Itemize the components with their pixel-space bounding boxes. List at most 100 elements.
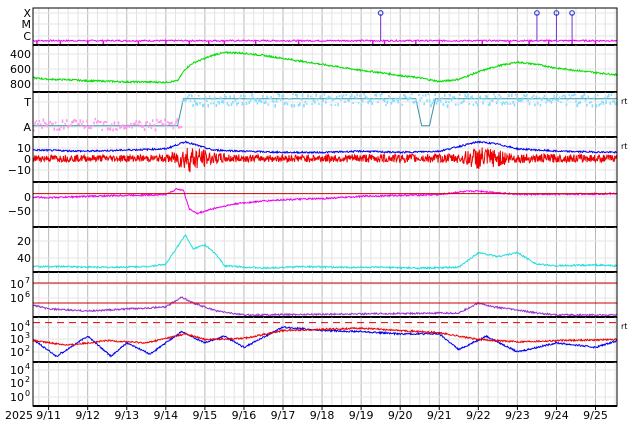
sector-dot bbox=[333, 98, 335, 101]
sector-dot bbox=[484, 94, 487, 98]
sector-dot bbox=[301, 93, 304, 97]
sector-dot bbox=[322, 99, 324, 103]
sector-dot bbox=[309, 95, 312, 98]
sector-dot bbox=[69, 124, 72, 127]
sector-dot bbox=[283, 102, 286, 106]
sector-dot bbox=[603, 97, 606, 99]
sector-dot bbox=[303, 103, 305, 108]
sector-dot bbox=[229, 95, 231, 99]
sector-dot bbox=[225, 96, 227, 99]
y-tick-label: 10 bbox=[10, 364, 24, 377]
sector-dot bbox=[457, 103, 460, 106]
sector-dot bbox=[409, 96, 412, 100]
sector-dot bbox=[135, 119, 138, 123]
y-tick-label: C bbox=[23, 30, 31, 43]
sector-dot bbox=[308, 98, 311, 101]
sector-dot bbox=[277, 93, 279, 95]
sector-dot bbox=[193, 99, 196, 103]
sector-dot bbox=[39, 123, 42, 126]
sector-dot bbox=[258, 98, 260, 102]
sector-dot bbox=[568, 94, 570, 97]
sector-dot bbox=[353, 95, 356, 99]
y-tick-label: 600 bbox=[10, 63, 31, 76]
sector-dot bbox=[58, 127, 61, 131]
sector-dot bbox=[176, 118, 179, 122]
sector-dot bbox=[89, 125, 91, 129]
sector-dot bbox=[575, 100, 577, 103]
sector-dot bbox=[346, 98, 349, 102]
sector-dot bbox=[150, 127, 153, 130]
sector-dot bbox=[311, 103, 313, 106]
sector-dot bbox=[232, 100, 234, 104]
sector-dot bbox=[211, 97, 214, 101]
sector-dot bbox=[592, 97, 595, 100]
sector-dot bbox=[468, 102, 471, 105]
sector-dot bbox=[292, 93, 294, 96]
sector-dot bbox=[404, 94, 406, 99]
sector-dot bbox=[203, 104, 205, 107]
sector-dot bbox=[145, 121, 147, 125]
sector-dot bbox=[419, 99, 421, 102]
sector-dot bbox=[446, 104, 449, 108]
sector-dot bbox=[550, 100, 553, 104]
sector-dot bbox=[255, 98, 257, 103]
sector-dot bbox=[139, 121, 142, 124]
sector-dot bbox=[535, 95, 538, 99]
sector-dot bbox=[91, 125, 94, 127]
sector-dot bbox=[168, 121, 170, 126]
sector-dot bbox=[519, 98, 521, 102]
sector-dot bbox=[124, 125, 127, 130]
sector-dot bbox=[374, 94, 376, 97]
sector-dot bbox=[90, 127, 93, 130]
sector-dot bbox=[319, 95, 322, 98]
sector-dot bbox=[64, 122, 67, 125]
sector-dot bbox=[389, 96, 391, 100]
sector-dot bbox=[437, 99, 439, 102]
sector-dot bbox=[80, 123, 83, 127]
sector-dot bbox=[549, 98, 551, 102]
sector-dot bbox=[400, 97, 402, 100]
sector-dot bbox=[465, 96, 468, 99]
sector-dot bbox=[262, 95, 264, 98]
sector-dot bbox=[270, 95, 272, 99]
sector-dot bbox=[430, 103, 432, 108]
sector-dot bbox=[147, 124, 150, 128]
sector-dot bbox=[475, 101, 477, 104]
y-tick-label: A bbox=[23, 121, 31, 134]
sector-dot bbox=[241, 102, 244, 106]
x-tick-label: 9/11 bbox=[36, 409, 61, 422]
y-tick-label: 800 bbox=[10, 78, 31, 91]
y-tick-label: 400 bbox=[10, 48, 31, 61]
sector-dot bbox=[583, 93, 586, 96]
sector-dot bbox=[554, 97, 557, 101]
panel-imf-bz-bt: 100−10 rt bbox=[8, 136, 627, 183]
sector-dot bbox=[371, 102, 374, 105]
y-tick-exponent: 7 bbox=[25, 276, 30, 285]
sector-dot bbox=[448, 101, 450, 104]
sector-dot bbox=[411, 93, 413, 96]
sector-dot bbox=[381, 93, 383, 96]
sector-dot bbox=[497, 98, 499, 101]
sector-dot bbox=[342, 94, 345, 97]
sector-dot bbox=[453, 96, 456, 99]
sector-dot bbox=[606, 95, 609, 98]
x-tick-label: 9/23 bbox=[505, 409, 530, 422]
x-tick-label: 9/12 bbox=[75, 409, 100, 422]
sector-dot bbox=[82, 120, 84, 123]
sector-dot bbox=[127, 124, 129, 128]
y-tick-label: 0 bbox=[24, 191, 31, 204]
flare-series-line bbox=[33, 38, 617, 43]
sector-dot bbox=[35, 120, 38, 122]
y-tick-label: 10 bbox=[17, 142, 31, 155]
sector-dot bbox=[192, 103, 194, 107]
sector-dot bbox=[48, 122, 50, 125]
sector-dot bbox=[165, 124, 168, 127]
sector-dot bbox=[249, 98, 252, 102]
sector-dot bbox=[326, 97, 328, 100]
sector-dot bbox=[212, 101, 215, 105]
sector-dot bbox=[296, 94, 298, 98]
sector-dot bbox=[171, 121, 173, 125]
sector-dot bbox=[608, 93, 610, 98]
sector-dot bbox=[562, 94, 565, 97]
sector-dot bbox=[146, 121, 149, 124]
